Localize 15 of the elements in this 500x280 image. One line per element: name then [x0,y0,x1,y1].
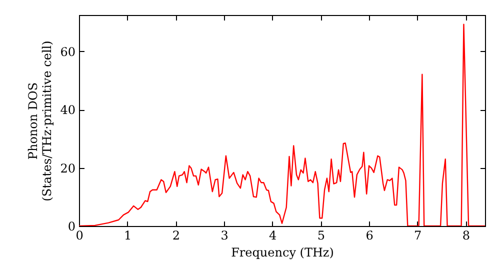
x-tick-label: 6 [366,228,374,242]
y-tick-label: 0 [68,220,76,234]
y-tick-label: 40 [60,103,76,118]
x-axis-title: Frequency (THz) [231,246,334,260]
y-tick-label: 60 [60,44,76,59]
x-tick-label: 7 [414,228,422,242]
x-tick-label: 2 [172,228,180,242]
y-axis-title: Phonon DOS (States/THz·primitive cell) [26,40,54,202]
x-tick-label: 5 [317,228,325,242]
x-tick-label: 3 [220,228,228,242]
y-tick-label: 20 [60,161,76,176]
x-tick-label: 4 [269,228,278,242]
line-series [79,24,485,226]
x-tick-label: 1 [124,228,132,242]
x-tick-label: 8 [462,228,470,242]
